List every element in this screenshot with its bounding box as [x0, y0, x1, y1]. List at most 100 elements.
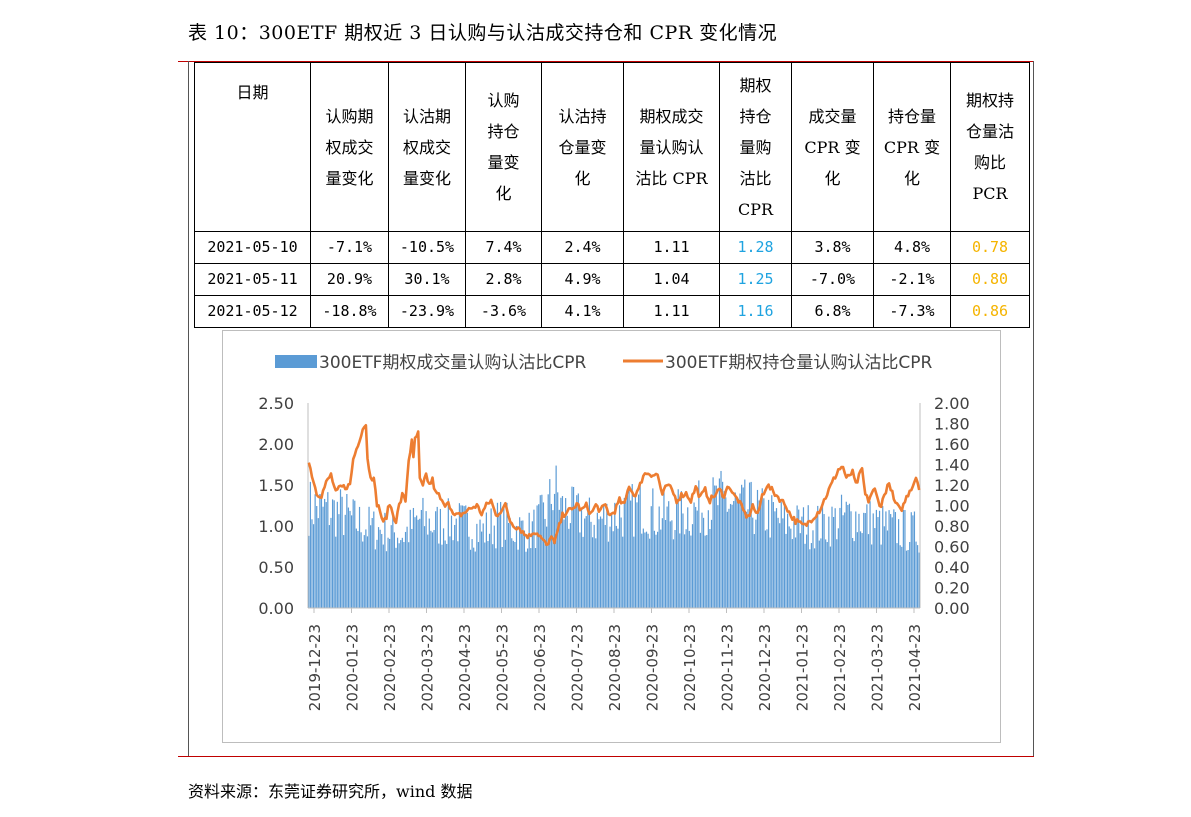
bar — [714, 485, 716, 608]
bar — [636, 502, 638, 608]
x-tick-label: 2021-02-23 — [831, 624, 849, 711]
x-tick-label: 2020-05-23 — [494, 624, 512, 711]
bar — [688, 530, 690, 608]
bar — [647, 533, 649, 608]
header-cell-text: 化 — [903, 168, 920, 188]
bar — [901, 546, 903, 608]
bar — [796, 505, 798, 608]
bar — [487, 541, 489, 608]
bar — [411, 528, 413, 608]
bar — [339, 489, 342, 608]
bar — [371, 517, 373, 608]
table-cell: 1.16 — [719, 295, 792, 328]
header-cell-text: 持仓 — [487, 122, 520, 141]
bar — [783, 503, 786, 608]
bar — [528, 512, 530, 608]
bar — [897, 519, 900, 608]
bar — [355, 528, 357, 608]
legend-bar-label: 300ETF期权成交量认购认沽比CPR — [319, 353, 586, 373]
bar — [452, 540, 454, 608]
bar — [763, 498, 765, 608]
bar — [820, 538, 822, 608]
bar — [798, 509, 800, 608]
bar — [395, 547, 397, 608]
bar — [769, 537, 771, 608]
bar — [698, 480, 700, 608]
bar — [696, 510, 698, 608]
bar — [327, 492, 329, 608]
table-row: 2021-05-12 -18.8% -23.9% -3.6% 4.1% 1.11… — [194, 295, 1030, 328]
bar — [756, 489, 759, 608]
bar — [658, 506, 660, 608]
header-cell-text: 仓量变 — [558, 137, 607, 157]
bar — [809, 549, 811, 608]
bar — [525, 551, 527, 608]
bar — [872, 513, 874, 608]
bar — [672, 539, 675, 608]
header-cell: 认购 持仓 量变化 — [465, 62, 542, 232]
x-tick-label: 2019-12-23 — [306, 624, 324, 711]
bar — [546, 526, 548, 608]
bar — [481, 531, 483, 608]
bar — [425, 511, 427, 608]
table-cell: 30.1% — [388, 263, 466, 296]
bar — [591, 537, 594, 608]
bar — [641, 533, 643, 608]
bar — [571, 486, 573, 608]
table-cell: 1.25 — [719, 263, 792, 296]
bar — [504, 539, 506, 608]
bar — [479, 519, 481, 608]
bar — [598, 519, 600, 608]
bar — [760, 499, 762, 608]
bar — [431, 532, 434, 608]
bar — [469, 549, 472, 608]
bar — [687, 507, 689, 608]
bar — [723, 491, 725, 608]
bar — [509, 518, 511, 608]
table-cell: -3.6% — [465, 295, 542, 328]
header-cell-text: 认沽持 — [558, 106, 607, 126]
table-cell: 7.4% — [465, 231, 542, 264]
bar — [685, 529, 687, 608]
header-cell-text: 持仓 — [739, 106, 772, 126]
x-tick-label: 2020-09-23 — [644, 624, 662, 711]
header-cell-text: 化 — [495, 184, 512, 203]
bar — [918, 552, 920, 608]
header-cell-text: 权成交 — [402, 137, 451, 157]
bar — [531, 521, 533, 608]
bar — [552, 510, 554, 608]
bar — [368, 506, 370, 608]
bar — [320, 494, 323, 608]
line-path — [307, 424, 921, 547]
bar — [845, 501, 847, 608]
bar — [780, 502, 782, 608]
bar — [767, 499, 770, 608]
bar — [701, 512, 703, 608]
table-cell: 1.04 — [623, 263, 720, 296]
bar — [341, 496, 343, 608]
y-left-tick-label: 1.00 — [258, 517, 294, 536]
bar — [840, 494, 843, 608]
bar — [396, 537, 399, 608]
bar — [912, 515, 914, 608]
bar — [317, 518, 319, 608]
bar — [549, 479, 551, 608]
bar — [428, 518, 430, 608]
bar — [733, 501, 735, 608]
bar — [899, 545, 901, 608]
bar — [447, 498, 449, 608]
bar — [476, 523, 478, 608]
bar — [817, 505, 819, 608]
bar-series — [308, 465, 920, 608]
bar — [859, 531, 862, 608]
bar — [574, 507, 576, 608]
x-tick-label: 2020-08-23 — [606, 624, 624, 711]
bar — [834, 508, 836, 608]
y-left-tick-label: 2.50 — [258, 394, 294, 413]
cpr-chart: 300ETF期权成交量认购认沽比CPR 300ETF期权持仓量认购认沽比CPR … — [222, 330, 1001, 743]
bar — [587, 505, 589, 608]
bar — [829, 546, 832, 608]
bar — [465, 505, 467, 608]
bar — [915, 541, 917, 608]
bar — [374, 549, 376, 608]
